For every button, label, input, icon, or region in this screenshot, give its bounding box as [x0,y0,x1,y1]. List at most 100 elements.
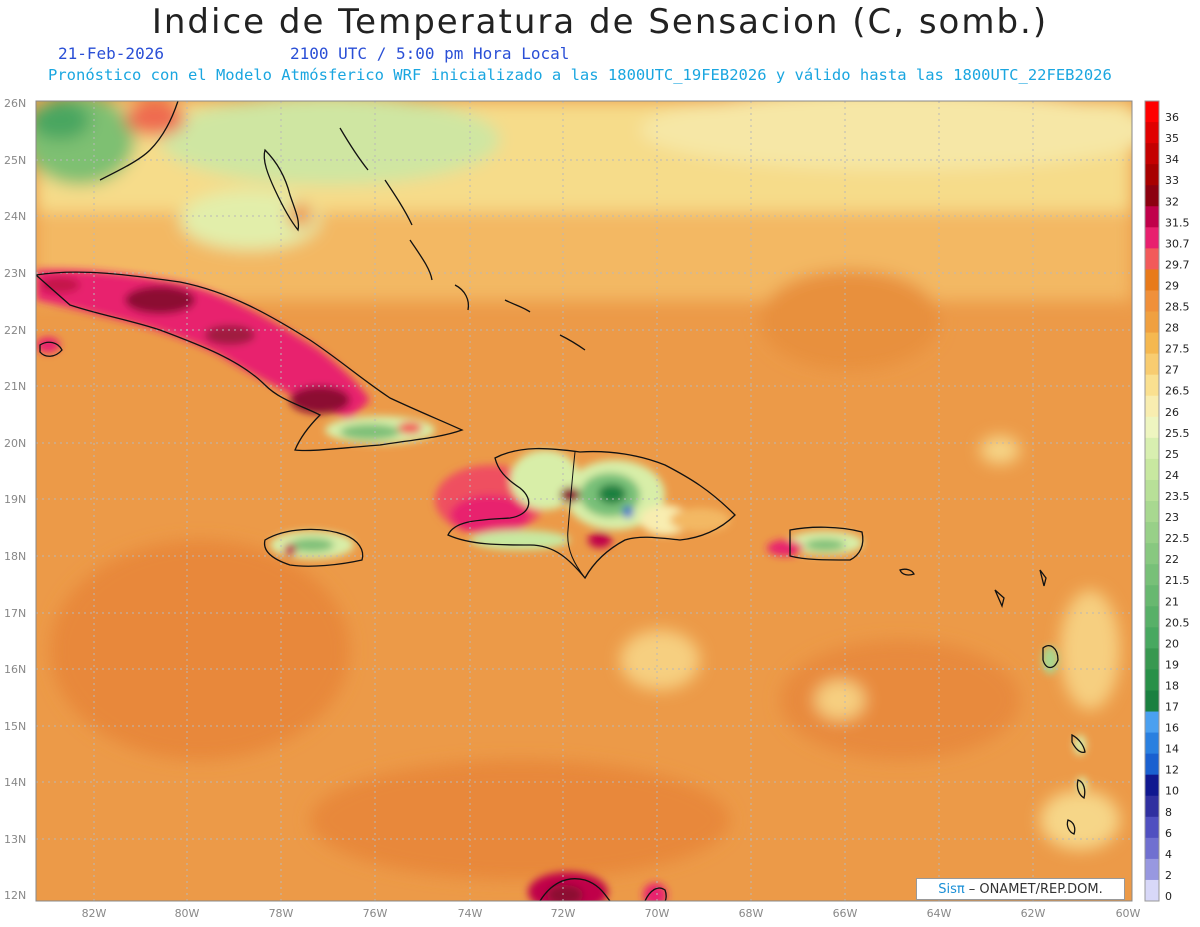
colorbar: 363534333231.530.729.72928.52827.52726.5… [1144,100,1190,903]
colorbar-swatch [1145,585,1159,607]
colorbar-label: 10 [1165,785,1179,798]
colorbar-label: 29.7 [1165,258,1190,271]
credit-box: Sisπ – ONAMET/REP.DOM. [916,878,1125,900]
lon-label: 60W [1116,907,1141,920]
lon-label: 78W [269,907,294,920]
lat-label: 17N [4,607,26,620]
longitude-axis: 82W 80W 78W 76W 74W 72W 70W 68W 66W 64W … [82,907,1141,920]
credit-org: – ONAMET/REP.DOM. [968,881,1103,897]
colorbar-swatch [1145,522,1159,544]
colorbar-swatch [1145,206,1159,228]
colorbar-swatch [1145,732,1159,755]
colorbar-label: 29 [1165,279,1179,292]
colorbar-label: 24 [1165,469,1179,482]
colorbar-swatch [1145,437,1159,460]
coastline-hispaniola [447,447,736,580]
colorbar-swatch [1145,711,1159,734]
colorbar-swatch [1145,479,1159,502]
lon-label: 68W [739,907,764,920]
lon-label: 66W [833,907,858,920]
colorbar-swatch [1145,353,1159,376]
map-frame [35,100,1133,902]
colorbar-swatch [1145,164,1159,186]
lon-label: 64W [927,907,952,920]
colorbar-label: 4 [1165,848,1172,861]
colorbar-label: 23 [1165,511,1179,524]
lat-label: 25N [4,154,26,167]
colorbar-label: 25.5 [1165,427,1190,440]
coastline-bahamas [263,148,300,232]
colorbar-swatch [1145,395,1159,418]
colorbar-label: 0 [1165,890,1172,903]
coastline-cuba [36,271,464,452]
colorbar-swatch [1145,795,1159,818]
graticule [36,101,1132,901]
colorbar-swatch [1145,290,1159,313]
colorbar-swatch [1145,248,1159,270]
colorbar-swatch [1145,606,1159,628]
forecast-model-info: Pronóstico con el Modelo Atmósferico WRF… [48,66,1112,84]
colorbar-swatch [1145,122,1159,144]
colorbar-label: 28 [1165,322,1179,335]
lat-label: 18N [4,550,26,563]
forecast-date: 21-Feb-2026 [58,44,164,63]
colorbar-label: 21.5 [1165,574,1190,587]
colorbar-label: 21 [1165,595,1179,608]
lat-label: 23N [4,267,26,280]
lon-label: 62W [1021,907,1046,920]
colorbar-label: 20 [1165,637,1179,650]
coastline-south-america [539,878,611,901]
lon-label: 80W [175,907,200,920]
colorbar-label: 25 [1165,448,1179,461]
lat-label: 20N [4,437,26,450]
lon-label: 70W [645,907,670,920]
colorbar-swatch [1145,374,1159,397]
colorbar-frame [1144,100,1160,902]
colorbar-label: 31.5 [1165,216,1190,229]
colorbar-swatch [1145,648,1159,670]
lat-label: 21N [4,380,26,393]
coastlines [36,101,1086,901]
colorbar-label: 8 [1165,806,1172,819]
colorbar-label: 6 [1165,827,1172,840]
colorbar-label: 17 [1165,701,1179,714]
lat-label: 24N [4,210,26,223]
lat-label: 15N [4,720,26,733]
lat-label: 22N [4,324,26,337]
lon-label: 72W [551,907,576,920]
latitude-axis: 26N 25N 24N 23N 22N 21N 20N 19N 18N 17N … [4,97,26,902]
lat-label: 13N [4,833,26,846]
colorbar-swatch [1145,143,1159,165]
colorbar-label: 20.5 [1165,616,1190,629]
colorbar-label: 22.5 [1165,532,1190,545]
forecast-time: 2100 UTC / 5:00 pm Hora Local [290,44,570,63]
colorbar-label: 30.7 [1165,237,1190,250]
colorbar-label: 23.5 [1165,490,1190,503]
coastline-jamaica [263,528,364,567]
colorbar-swatch [1145,227,1159,249]
colorbar-label: 32 [1165,195,1179,208]
map-title: Indice de Temperatura de Sensacion (C, s… [151,2,1049,42]
lat-label: 19N [4,493,26,506]
lon-label: 76W [363,907,388,920]
colorbar-label: 12 [1165,764,1179,777]
heat-field [36,101,1132,901]
colorbar-label: 27.5 [1165,343,1190,356]
colorbar-swatch [1145,858,1159,881]
colorbar-swatch [1145,543,1159,565]
colorbar-label: 2 [1165,869,1172,882]
colorbar-label: 36 [1165,111,1179,124]
colorbar-label: 35 [1165,132,1179,145]
colorbar-swatch [1145,564,1159,586]
colorbar-swatch [1145,669,1159,691]
colorbar-swatch [1145,332,1159,355]
colorbar-swatch [1145,837,1159,860]
colorbar-swatch [1145,101,1159,123]
colorbar-label: 26 [1165,406,1179,419]
colorbar-swatch [1145,774,1159,797]
colorbar-label: 14 [1165,743,1179,756]
coastline-puerto-rico [789,526,864,561]
colorbar-swatch [1145,627,1159,649]
colorbar-label: 28.5 [1165,301,1190,314]
lat-label: 26N [4,97,26,110]
